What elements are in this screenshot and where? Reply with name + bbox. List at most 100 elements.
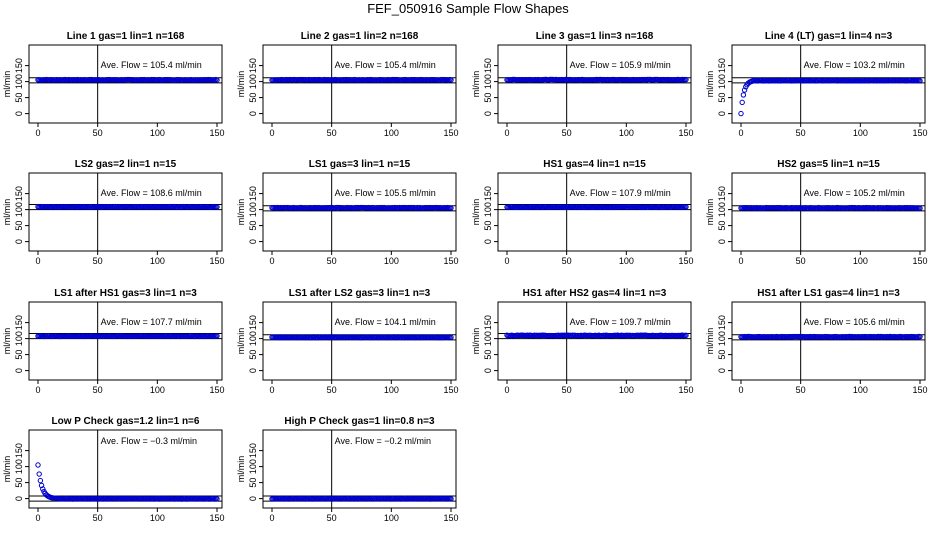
data-point xyxy=(37,477,44,484)
y-tick-label: 150 xyxy=(483,315,493,330)
x-tick-label: 50 xyxy=(796,256,806,266)
y-axis-label: ml/min xyxy=(236,328,246,355)
x-tick-label: 100 xyxy=(853,385,868,395)
plot-frame xyxy=(731,44,926,124)
x-tick-label: 0 xyxy=(269,128,274,138)
x-tick-label: 150 xyxy=(209,385,224,395)
x-tick-label: 0 xyxy=(269,256,274,266)
plot-frame xyxy=(497,44,692,124)
average-flow-annotation: Ave. Flow = 107.7 ml/min xyxy=(101,317,202,327)
data-point xyxy=(683,332,689,339)
x-tick-label: 0 xyxy=(35,513,40,523)
y-tick-label: 0 xyxy=(14,368,24,373)
y-tick-label: 150 xyxy=(14,315,24,330)
y-axis-label: ml/min xyxy=(705,328,715,355)
data-point xyxy=(40,486,46,492)
y-tick-label: 0 xyxy=(483,368,493,373)
x-tick-label: 0 xyxy=(35,385,40,395)
plot-frame xyxy=(497,172,692,252)
x-tick-label: 50 xyxy=(562,256,572,266)
data-point xyxy=(448,205,454,211)
plot-frame xyxy=(262,301,457,381)
x-tick-label: 100 xyxy=(619,385,634,395)
data-point xyxy=(448,334,454,341)
x-tick-label: 150 xyxy=(443,513,458,523)
panel-title: HS2 gas=5 lin=1 n=15 xyxy=(777,159,880,170)
data-point xyxy=(741,87,748,93)
x-tick-label: 50 xyxy=(93,128,103,138)
average-flow-annotation: Ave. Flow = −0.2 ml/min xyxy=(335,436,431,446)
y-tick-label: 50 xyxy=(248,221,258,231)
average-flow-annotation: Ave. Flow = 105.4 ml/min xyxy=(335,60,436,70)
x-tick-label: 150 xyxy=(209,513,224,523)
panel-title: LS1 after HS1 gas=3 lin=1 n=3 xyxy=(54,288,197,299)
y-axis-label: ml/min xyxy=(705,199,715,226)
y-tick-label: 0 xyxy=(14,111,24,116)
y-tick-label: 50 xyxy=(14,350,24,360)
x-tick-label: 50 xyxy=(327,128,337,138)
y-axis-label: ml/min xyxy=(2,71,12,98)
x-tick-label: 150 xyxy=(912,128,927,138)
plot-frame xyxy=(731,301,926,381)
data-point xyxy=(683,76,689,83)
y-tick-label: 50 xyxy=(248,350,258,360)
y-tick-label: 150 xyxy=(717,58,727,73)
plot-frame xyxy=(28,44,223,124)
x-tick-label: 100 xyxy=(150,513,165,523)
x-tick-label: 100 xyxy=(384,513,399,523)
y-tick-label: 50 xyxy=(717,350,727,360)
y-tick-label: 150 xyxy=(717,315,727,330)
x-tick-label: 100 xyxy=(853,256,868,266)
y-tick-label: 150 xyxy=(483,58,493,73)
y-tick-label: 0 xyxy=(717,239,727,244)
y-tick-label: 50 xyxy=(248,93,258,103)
data-point xyxy=(740,92,747,98)
data-point xyxy=(214,77,220,83)
x-tick-label: 50 xyxy=(796,385,806,395)
y-tick-label: 0 xyxy=(717,111,727,116)
average-flow-annotation: Ave. Flow = 105.5 ml/min xyxy=(335,188,436,198)
x-tick-label: 150 xyxy=(209,256,224,266)
x-tick-label: 150 xyxy=(912,385,927,395)
x-tick-label: 150 xyxy=(443,128,458,138)
data-point xyxy=(38,482,45,489)
x-tick-label: 100 xyxy=(619,256,634,266)
x-tick-label: 100 xyxy=(384,385,399,395)
plot-frame xyxy=(28,301,223,381)
data-point xyxy=(917,78,923,84)
x-tick-label: 0 xyxy=(269,385,274,395)
y-tick-label: 50 xyxy=(14,221,24,231)
x-tick-label: 150 xyxy=(443,385,458,395)
data-point xyxy=(35,462,41,468)
x-tick-label: 150 xyxy=(678,128,693,138)
data-point xyxy=(214,204,220,210)
data-point xyxy=(917,333,923,340)
x-tick-label: 100 xyxy=(384,256,399,266)
panel-title: HS1 gas=4 lin=1 n=15 xyxy=(543,159,646,170)
data-point xyxy=(36,471,42,477)
data-point xyxy=(214,496,220,502)
y-tick-label: 0 xyxy=(14,496,24,501)
y-tick-label: 100 xyxy=(14,74,24,89)
x-tick-label: 0 xyxy=(504,385,509,395)
y-tick-label: 150 xyxy=(248,315,258,330)
y-axis-label: ml/min xyxy=(471,71,481,98)
x-tick-label: 150 xyxy=(912,256,927,266)
y-tick-label: 0 xyxy=(248,368,258,373)
y-tick-label: 150 xyxy=(248,186,258,201)
average-flow-annotation: Ave. Flow = 107.9 ml/min xyxy=(570,188,671,198)
y-axis-label: ml/min xyxy=(471,199,481,226)
data-point xyxy=(214,333,220,339)
plot-frame xyxy=(262,44,457,124)
y-axis-label: ml/min xyxy=(471,328,481,355)
average-flow-annotation: Ave. Flow = 105.6 ml/min xyxy=(804,317,905,327)
y-tick-label: 100 xyxy=(717,331,727,346)
y-axis-label: ml/min xyxy=(2,456,12,483)
y-axis-label: ml/min xyxy=(236,456,246,483)
y-tick-label: 50 xyxy=(717,93,727,103)
y-axis-label: ml/min xyxy=(2,328,12,355)
x-tick-label: 150 xyxy=(678,256,693,266)
y-tick-label: 50 xyxy=(14,93,24,103)
x-tick-label: 100 xyxy=(150,256,165,266)
average-flow-annotation: Ave. Flow = 108.6 ml/min xyxy=(101,188,202,198)
